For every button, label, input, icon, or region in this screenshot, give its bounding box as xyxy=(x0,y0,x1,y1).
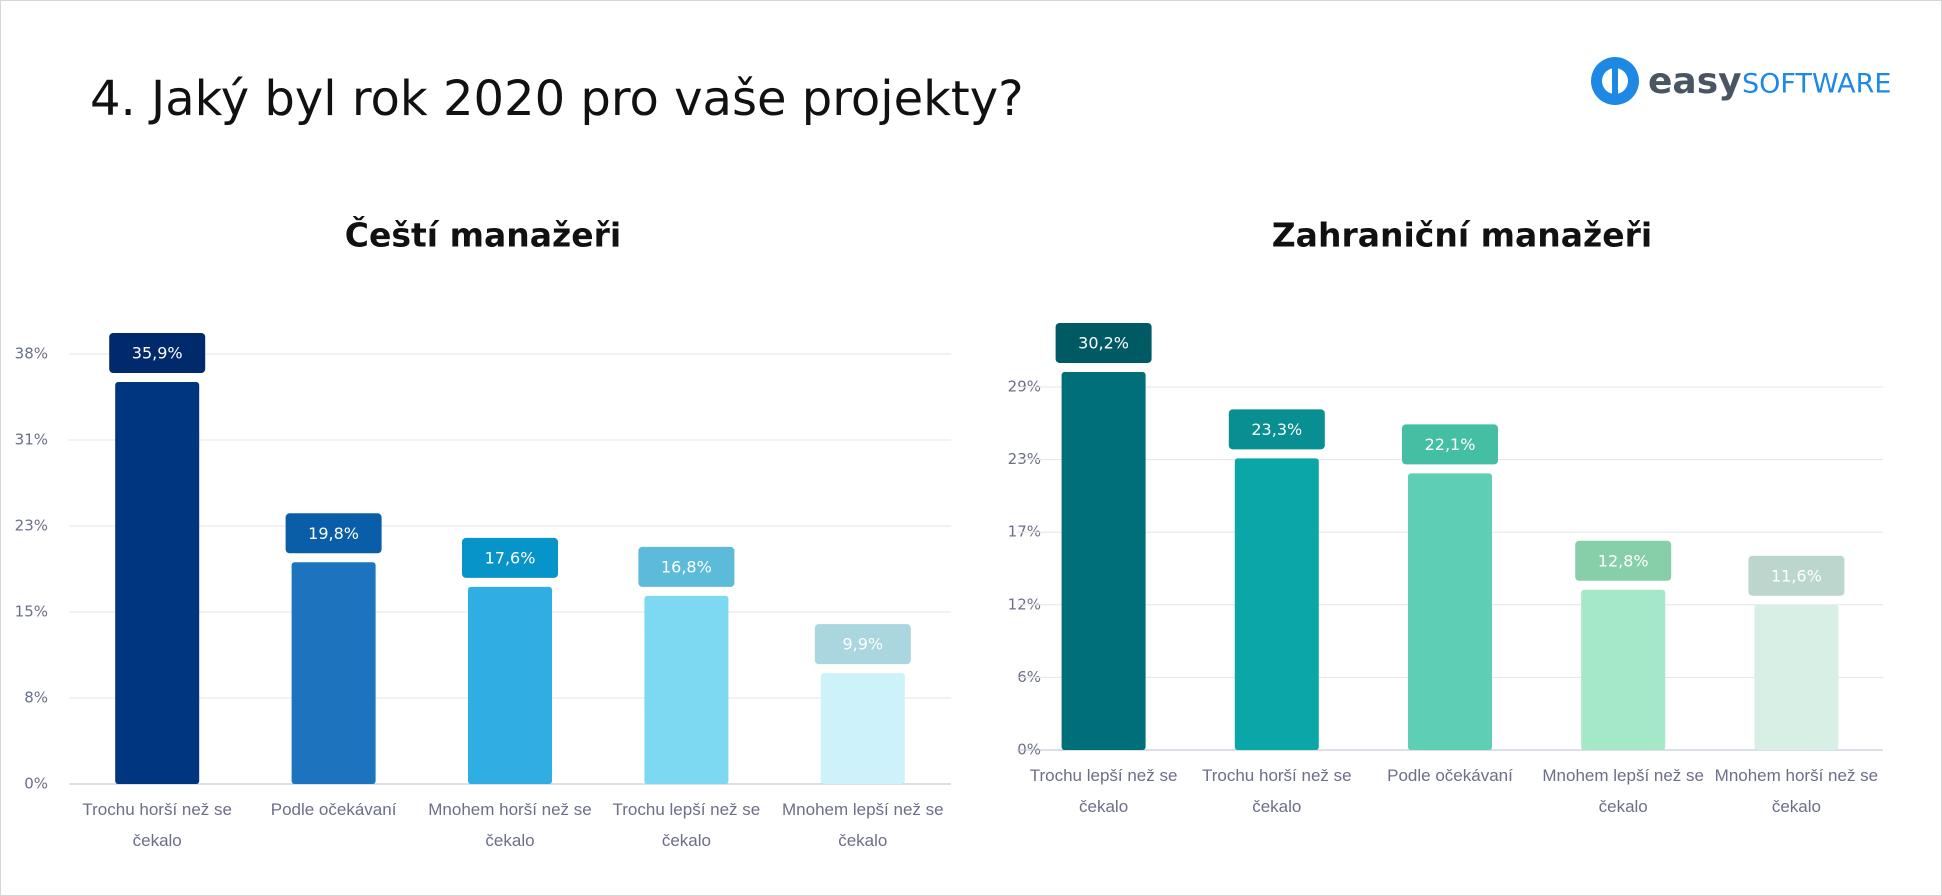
value-label: 30,2% xyxy=(1078,333,1129,352)
value-label: 12,8% xyxy=(1598,551,1649,570)
value-label: 35,9% xyxy=(132,343,183,362)
x-tick-label: Mnohem lepší než se čekalo xyxy=(782,800,944,850)
x-tick-label: Mnohem horší než se čekalo xyxy=(1714,766,1879,816)
logo-icon xyxy=(1612,67,1618,95)
x-tick-label: Trochu horší než se čekalo xyxy=(1201,766,1352,816)
value-label: 16,8% xyxy=(661,557,712,576)
bar xyxy=(1581,589,1666,750)
value-label-box xyxy=(285,513,382,554)
bar xyxy=(115,381,200,784)
x-tick-label: Trochu horší než se čekalo xyxy=(82,800,232,850)
value-label-box xyxy=(462,537,558,578)
x-tick-label: Mnohem lepší než se čekalo xyxy=(1542,766,1704,816)
logo-text: SOFTWARE xyxy=(1742,69,1891,100)
y-tick-label: 38% xyxy=(15,345,48,363)
bar xyxy=(1061,371,1146,750)
value-label-box xyxy=(1748,555,1845,596)
bar xyxy=(468,586,552,784)
value-label: 23,3% xyxy=(1251,420,1302,439)
value-label: 11,6% xyxy=(1771,566,1822,585)
value-label: 19,8% xyxy=(308,524,359,543)
y-tick-label: 31% xyxy=(15,431,48,449)
y-tick-label: 8% xyxy=(24,689,48,707)
value-label-box xyxy=(638,546,735,587)
value-label-box xyxy=(1228,409,1325,450)
x-tick-label: Podle očekávaní xyxy=(1387,766,1513,785)
x-tick-label: Mnohem horší než se čekalo xyxy=(428,800,592,850)
chart-title: Čeští manažeři xyxy=(345,215,621,255)
value-label: 17,6% xyxy=(485,548,536,567)
chart-title: Zahraniční manažeři xyxy=(1272,216,1652,255)
x-tick-label: Podle očekávaní xyxy=(270,800,397,819)
value-label-box xyxy=(1055,322,1152,363)
value-label: 9,9% xyxy=(842,635,883,654)
bar xyxy=(644,595,729,784)
y-tick-label: 15% xyxy=(15,603,48,621)
bar xyxy=(291,562,376,784)
value-label-box xyxy=(814,624,911,665)
value-label-box xyxy=(109,332,206,373)
value-label-box xyxy=(1402,424,1498,465)
y-tick-label: 23% xyxy=(15,517,48,535)
bar xyxy=(1408,473,1492,750)
bar xyxy=(1234,458,1319,750)
y-tick-label: 0% xyxy=(24,775,48,793)
value-label-box xyxy=(1575,540,1672,581)
x-tick-label: Trochu lepší než se čekalo xyxy=(612,800,761,850)
page-title: 4. Jaký byl rok 2020 pro vaše projekty? xyxy=(90,71,1024,127)
x-tick-label: Trochu lepší než se čekalo xyxy=(1029,766,1178,816)
bar xyxy=(1754,604,1839,750)
value-label: 22,1% xyxy=(1425,435,1476,454)
bar xyxy=(820,673,905,784)
logo-text: easy xyxy=(1648,61,1742,102)
